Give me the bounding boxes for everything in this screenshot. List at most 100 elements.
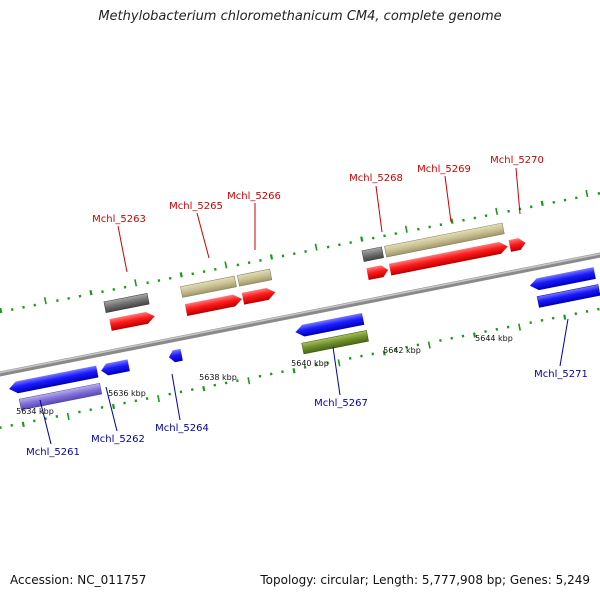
- minor-tick: [190, 388, 194, 392]
- kbp-label-5642: 5642 kbp: [383, 346, 421, 355]
- feature-gray-5268[interactable]: [361, 246, 384, 262]
- minor-tick: [179, 390, 183, 394]
- minor-tick: [33, 303, 37, 307]
- minor-tick: [55, 414, 59, 418]
- minor-tick: [202, 385, 206, 392]
- major-tick: [66, 412, 70, 421]
- label-mchl-5264[interactable]: Mchl_5264: [155, 423, 209, 434]
- label-mchl-5265[interactable]: Mchl_5265: [169, 201, 223, 212]
- label-mchl-5268[interactable]: Mchl_5268: [349, 173, 403, 184]
- minor-tick: [348, 356, 352, 360]
- minor-tick: [259, 258, 262, 262]
- map-title: Methylobacterium chloromethanicum CM4, c…: [98, 9, 502, 24]
- cds-mchl-5261[interactable]: [8, 365, 99, 395]
- minor-tick: [123, 285, 127, 289]
- minor-tick: [145, 397, 149, 400]
- cds-mchl-5263[interactable]: [109, 310, 155, 331]
- minor-tick: [0, 426, 2, 430]
- minor-tick: [213, 267, 217, 271]
- minor-tick: [371, 352, 375, 356]
- kbp-label-5640: 5640 kbp: [291, 359, 329, 368]
- minor-tick: [67, 296, 70, 300]
- genome-backbone-highlight: [0, 215, 600, 412]
- rna-mchl-5265[interactable]: [180, 275, 237, 298]
- minor-tick: [472, 332, 477, 338]
- minor-tick: [258, 374, 262, 378]
- cds-mchl-5270[interactable]: [508, 237, 527, 252]
- minor-tick: [326, 245, 330, 249]
- kbp-scale-labels: 5634 kbp 5636 kbp 5638 kbp 5640 kbp 5642…: [16, 334, 513, 416]
- label-mchl-5267[interactable]: Mchl_5267: [314, 398, 368, 409]
- minor-tick: [383, 234, 386, 238]
- minor-tick: [112, 288, 116, 291]
- label-mchl-5261[interactable]: Mchl_5261: [26, 447, 80, 458]
- leader-mchl-5262: [105, 386, 118, 432]
- minor-tick: [416, 343, 420, 347]
- rna-mchl-5269[interactable]: [384, 222, 505, 258]
- label-mchl-5270[interactable]: Mchl_5270: [490, 155, 544, 166]
- leader-mchl-5264: [171, 373, 181, 421]
- label-mchl-5271[interactable]: Mchl_5271: [534, 369, 588, 380]
- cds-mchl-5264[interactable]: [168, 348, 183, 363]
- cds-mchl-5265[interactable]: [184, 293, 243, 316]
- minor-tick: [349, 241, 353, 244]
- leader-mchl-5267: [332, 346, 341, 396]
- minor-tick: [213, 383, 217, 387]
- minor-tick: [78, 410, 81, 414]
- minor-tick: [597, 307, 600, 311]
- minor-tick: [89, 408, 93, 412]
- minor-tick: [22, 305, 25, 309]
- minor-tick: [269, 254, 274, 260]
- minor-tick: [123, 401, 126, 405]
- minor-tick: [405, 345, 408, 349]
- minor-tick: [585, 310, 589, 313]
- minor-tick: [224, 381, 228, 385]
- label-mchl-5266[interactable]: Mchl_5266: [227, 191, 281, 202]
- minor-tick: [202, 270, 206, 274]
- minor-tick: [428, 225, 431, 229]
- minor-tick: [338, 243, 341, 247]
- minor-tick: [394, 232, 398, 236]
- rna-mchl-5266[interactable]: [237, 268, 273, 287]
- minor-tick: [134, 399, 138, 403]
- minor-tick: [563, 198, 567, 202]
- cds-mchl-5266[interactable]: [241, 286, 277, 305]
- minor-tick: [360, 354, 363, 358]
- minor-tick: [281, 254, 285, 258]
- minor-tick: [168, 392, 171, 396]
- label-mchl-5263[interactable]: Mchl_5263: [92, 214, 146, 225]
- minor-tick: [179, 272, 183, 278]
- minor-tick: [32, 419, 36, 423]
- forward-features: [103, 222, 527, 331]
- minor-tick: [461, 334, 465, 338]
- minor-tick: [552, 200, 556, 204]
- cds-mchl-5262[interactable]: [100, 359, 130, 376]
- kbp-label-5636: 5636 kbp: [108, 389, 146, 398]
- label-mchl-5269[interactable]: Mchl_5269: [417, 164, 471, 175]
- minor-tick: [382, 350, 386, 356]
- cds-mchl-5268[interactable]: [366, 264, 389, 281]
- cds-mchl-5271[interactable]: [529, 267, 596, 292]
- major-tick: [43, 297, 47, 305]
- label-mchl-5262[interactable]: Mchl_5262: [91, 434, 145, 445]
- minor-tick: [89, 290, 93, 296]
- minor-tick: [191, 272, 195, 276]
- feature-gray-5263[interactable]: [103, 293, 150, 313]
- feature-olive-5267[interactable]: [301, 330, 369, 355]
- inner-tick-row: [0, 307, 600, 430]
- leader-mchl-5271: [559, 318, 569, 367]
- minor-tick: [304, 250, 307, 253]
- minor-tick: [101, 290, 104, 294]
- minor-tick: [540, 318, 544, 322]
- minor-tick: [393, 347, 397, 351]
- cds-mchl-5267[interactable]: [294, 312, 365, 338]
- kbp-label-5644: 5644 kbp: [475, 334, 513, 343]
- minor-tick: [439, 339, 442, 342]
- minor-tick: [292, 368, 296, 374]
- minor-tick: [269, 372, 273, 376]
- cds-mchl-5269[interactable]: [388, 240, 509, 276]
- minor-tick: [484, 214, 488, 218]
- minor-tick: [100, 406, 104, 409]
- rna-mchl-5261[interactable]: [18, 382, 103, 411]
- feature-blue-5271[interactable]: [536, 284, 600, 308]
